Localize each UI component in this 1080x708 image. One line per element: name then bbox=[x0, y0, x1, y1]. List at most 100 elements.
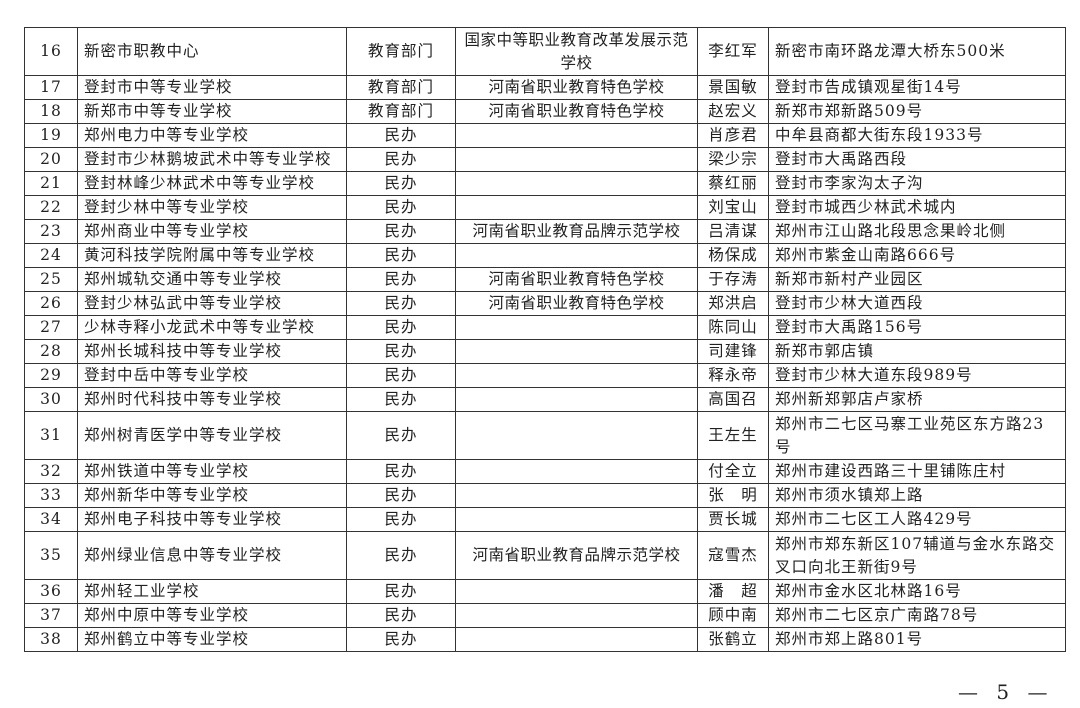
row-number-cell: 37 bbox=[24, 603, 78, 628]
row-number-cell: 21 bbox=[24, 171, 78, 196]
table-row: 34 郑州电子科技中等专业学校 民办 贾长城 郑州市二七区工人路429号 bbox=[24, 507, 1066, 532]
principal-cell: 梁少宗 bbox=[697, 147, 769, 172]
principal-cell: 吕清谋 bbox=[697, 219, 769, 244]
table-row: 20 登封市少林鹅坡武术中等专业学校 民办 梁少宗 登封市大禹路西段 bbox=[24, 147, 1066, 172]
school-name-cell: 郑州绿业信息中等专业学校 bbox=[77, 531, 347, 580]
address-cell: 郑州市江山路北段思念果岭北侧 bbox=[768, 219, 1066, 244]
principal-cell: 高国召 bbox=[697, 387, 769, 412]
principal-cell: 张 明 bbox=[697, 483, 769, 508]
principal-cell: 王左生 bbox=[697, 411, 769, 460]
school-name-cell: 郑州商业中等专业学校 bbox=[77, 219, 347, 244]
row-number-cell: 36 bbox=[24, 579, 78, 604]
table-row: 19 郑州电力中等专业学校 民办 肖彦君 中牟县商都大街东段1933号 bbox=[24, 123, 1066, 148]
school-name-cell: 郑州中原中等专业学校 bbox=[77, 603, 347, 628]
table-row: 22 登封少林中等专业学校 民办 刘宝山 登封市城西少林武术城内 bbox=[24, 195, 1066, 220]
table-row: 31 郑州树青医学中等专业学校 民办 王左生 郑州市二七区马寨工业苑区东方路23号 bbox=[24, 411, 1066, 460]
table-row: 35 郑州绿业信息中等专业学校 民办 河南省职业教育品牌示范学校 寇雪杰 郑州市郑东新区1… bbox=[24, 531, 1066, 580]
row-number-cell: 33 bbox=[24, 483, 78, 508]
address-cell: 新密市南环路龙潭大桥东500米 bbox=[768, 27, 1066, 76]
department-cell: 民办 bbox=[346, 195, 456, 220]
school-name-cell: 登封林峰少林武术中等专业学校 bbox=[77, 171, 347, 196]
principal-cell: 付全立 bbox=[697, 459, 769, 484]
address-cell: 中牟县商都大街东段1933号 bbox=[768, 123, 1066, 148]
school-name-cell: 郑州铁道中等专业学校 bbox=[77, 459, 347, 484]
honor-cell bbox=[455, 363, 698, 388]
honor-cell: 河南省职业教育特色学校 bbox=[455, 291, 698, 316]
table-row: 37 郑州中原中等专业学校 民办 顾中南 郑州市二七区京广南路78号 bbox=[24, 603, 1066, 628]
department-cell: 教育部门 bbox=[346, 75, 456, 100]
address-cell: 郑州市郑上路801号 bbox=[768, 627, 1066, 652]
row-number-cell: 16 bbox=[24, 27, 78, 76]
table-row: 38 郑州鹤立中等专业学校 民办 张鹤立 郑州市郑上路801号 bbox=[24, 627, 1066, 652]
address-cell: 登封市告成镇观星街14号 bbox=[768, 75, 1066, 100]
principal-cell: 张鹤立 bbox=[697, 627, 769, 652]
school-table: 16 新密市职教中心 教育部门 国家中等职业教育改革发展示范学校 李红军 新密市南环路龙潭… bbox=[24, 27, 1066, 652]
school-name-cell: 登封市中等专业学校 bbox=[77, 75, 347, 100]
row-number-cell: 22 bbox=[24, 195, 78, 220]
department-cell: 民办 bbox=[346, 507, 456, 532]
address-cell: 郑州新郑郭店卢家桥 bbox=[768, 387, 1066, 412]
honor-cell: 河南省职业教育品牌示范学校 bbox=[455, 219, 698, 244]
department-cell: 民办 bbox=[346, 483, 456, 508]
table-row: 18 新郑市中等专业学校 教育部门 河南省职业教育特色学校 赵宏义 新郑市郑新路509号 bbox=[24, 99, 1066, 124]
table-row: 26 登封少林弘武中等专业学校 民办 河南省职业教育特色学校 郑洪启 登封市少林大道西段 bbox=[24, 291, 1066, 316]
school-name-cell: 少林寺释小龙武术中等专业学校 bbox=[77, 315, 347, 340]
honor-cell bbox=[455, 243, 698, 268]
table-row: 32 郑州铁道中等专业学校 民办 付全立 郑州市建设西路三十里铺陈庄村 bbox=[24, 459, 1066, 484]
address-cell: 登封市少林大道东段989号 bbox=[768, 363, 1066, 388]
row-number-cell: 20 bbox=[24, 147, 78, 172]
school-name-cell: 登封市少林鹅坡武术中等专业学校 bbox=[77, 147, 347, 172]
school-name-cell: 新密市职教中心 bbox=[77, 27, 347, 76]
row-number-cell: 35 bbox=[24, 531, 78, 580]
honor-cell bbox=[455, 411, 698, 460]
honor-cell: 河南省职业教育特色学校 bbox=[455, 267, 698, 292]
department-cell: 民办 bbox=[346, 291, 456, 316]
department-cell: 民办 bbox=[346, 171, 456, 196]
school-name-cell: 新郑市中等专业学校 bbox=[77, 99, 347, 124]
school-name-cell: 郑州新华中等专业学校 bbox=[77, 483, 347, 508]
department-cell: 民办 bbox=[346, 243, 456, 268]
address-cell: 新郑市新村产业园区 bbox=[768, 267, 1066, 292]
row-number-cell: 24 bbox=[24, 243, 78, 268]
row-number-cell: 28 bbox=[24, 339, 78, 364]
table-row: 36 郑州轻工业学校 民办 潘 超郑州市金水区北林路16号 bbox=[24, 579, 1066, 604]
principal-cell: 于存涛 bbox=[697, 267, 769, 292]
department-cell: 民办 bbox=[346, 387, 456, 412]
honor-cell bbox=[455, 171, 698, 196]
principal-cell: 刘宝山 bbox=[697, 195, 769, 220]
address-cell: 郑州市金水区北林路16号 bbox=[768, 579, 1066, 604]
department-cell: 民办 bbox=[346, 267, 456, 292]
principal-cell: 杨保成 bbox=[697, 243, 769, 268]
address-cell: 郑州市郑东新区107辅道与金水东路交叉口向北王新街9号 bbox=[768, 531, 1066, 580]
school-name-cell: 登封少林中等专业学校 bbox=[77, 195, 347, 220]
department-cell: 民办 bbox=[346, 123, 456, 148]
table-row: 33 郑州新华中等专业学校 民办 张 明郑州市须水镇郑上路 bbox=[24, 483, 1066, 508]
school-name-cell: 郑州时代科技中等专业学校 bbox=[77, 387, 347, 412]
table-row: 21 登封林峰少林武术中等专业学校 民办 蔡红丽 登封市李家沟太子沟 bbox=[24, 171, 1066, 196]
school-name-cell: 登封少林弘武中等专业学校 bbox=[77, 291, 347, 316]
principal-cell: 寇雪杰 bbox=[697, 531, 769, 580]
school-name-cell: 黄河科技学院附属中等专业学校 bbox=[77, 243, 347, 268]
honor-cell bbox=[455, 123, 698, 148]
department-cell: 教育部门 bbox=[346, 27, 456, 76]
principal-cell: 陈同山 bbox=[697, 315, 769, 340]
principal-cell: 景国敏 bbox=[697, 75, 769, 100]
principal-cell: 李红军 bbox=[697, 27, 769, 76]
principal-cell: 贾长城 bbox=[697, 507, 769, 532]
principal-cell: 肖彦君 bbox=[697, 123, 769, 148]
table-row: 30 郑州时代科技中等专业学校 民办 高国召 郑州新郑郭店卢家桥 bbox=[24, 387, 1066, 412]
row-number-cell: 17 bbox=[24, 75, 78, 100]
department-cell: 民办 bbox=[346, 411, 456, 460]
page-number: — 5 — bbox=[958, 680, 1054, 704]
address-cell: 登封市城西少林武术城内 bbox=[768, 195, 1066, 220]
honor-cell bbox=[455, 603, 698, 628]
address-cell: 郑州市二七区马寨工业苑区东方路23号 bbox=[768, 411, 1066, 460]
row-number-cell: 27 bbox=[24, 315, 78, 340]
table-row: 27 少林寺释小龙武术中等专业学校 民办 陈同山 登封市大禹路156号 bbox=[24, 315, 1066, 340]
address-cell: 登封市大禹路156号 bbox=[768, 315, 1066, 340]
school-name-cell: 郑州树青医学中等专业学校 bbox=[77, 411, 347, 460]
principal-cell: 释永帝 bbox=[697, 363, 769, 388]
row-number-cell: 32 bbox=[24, 459, 78, 484]
department-cell: 民办 bbox=[346, 219, 456, 244]
address-cell: 郑州市二七区京广南路78号 bbox=[768, 603, 1066, 628]
